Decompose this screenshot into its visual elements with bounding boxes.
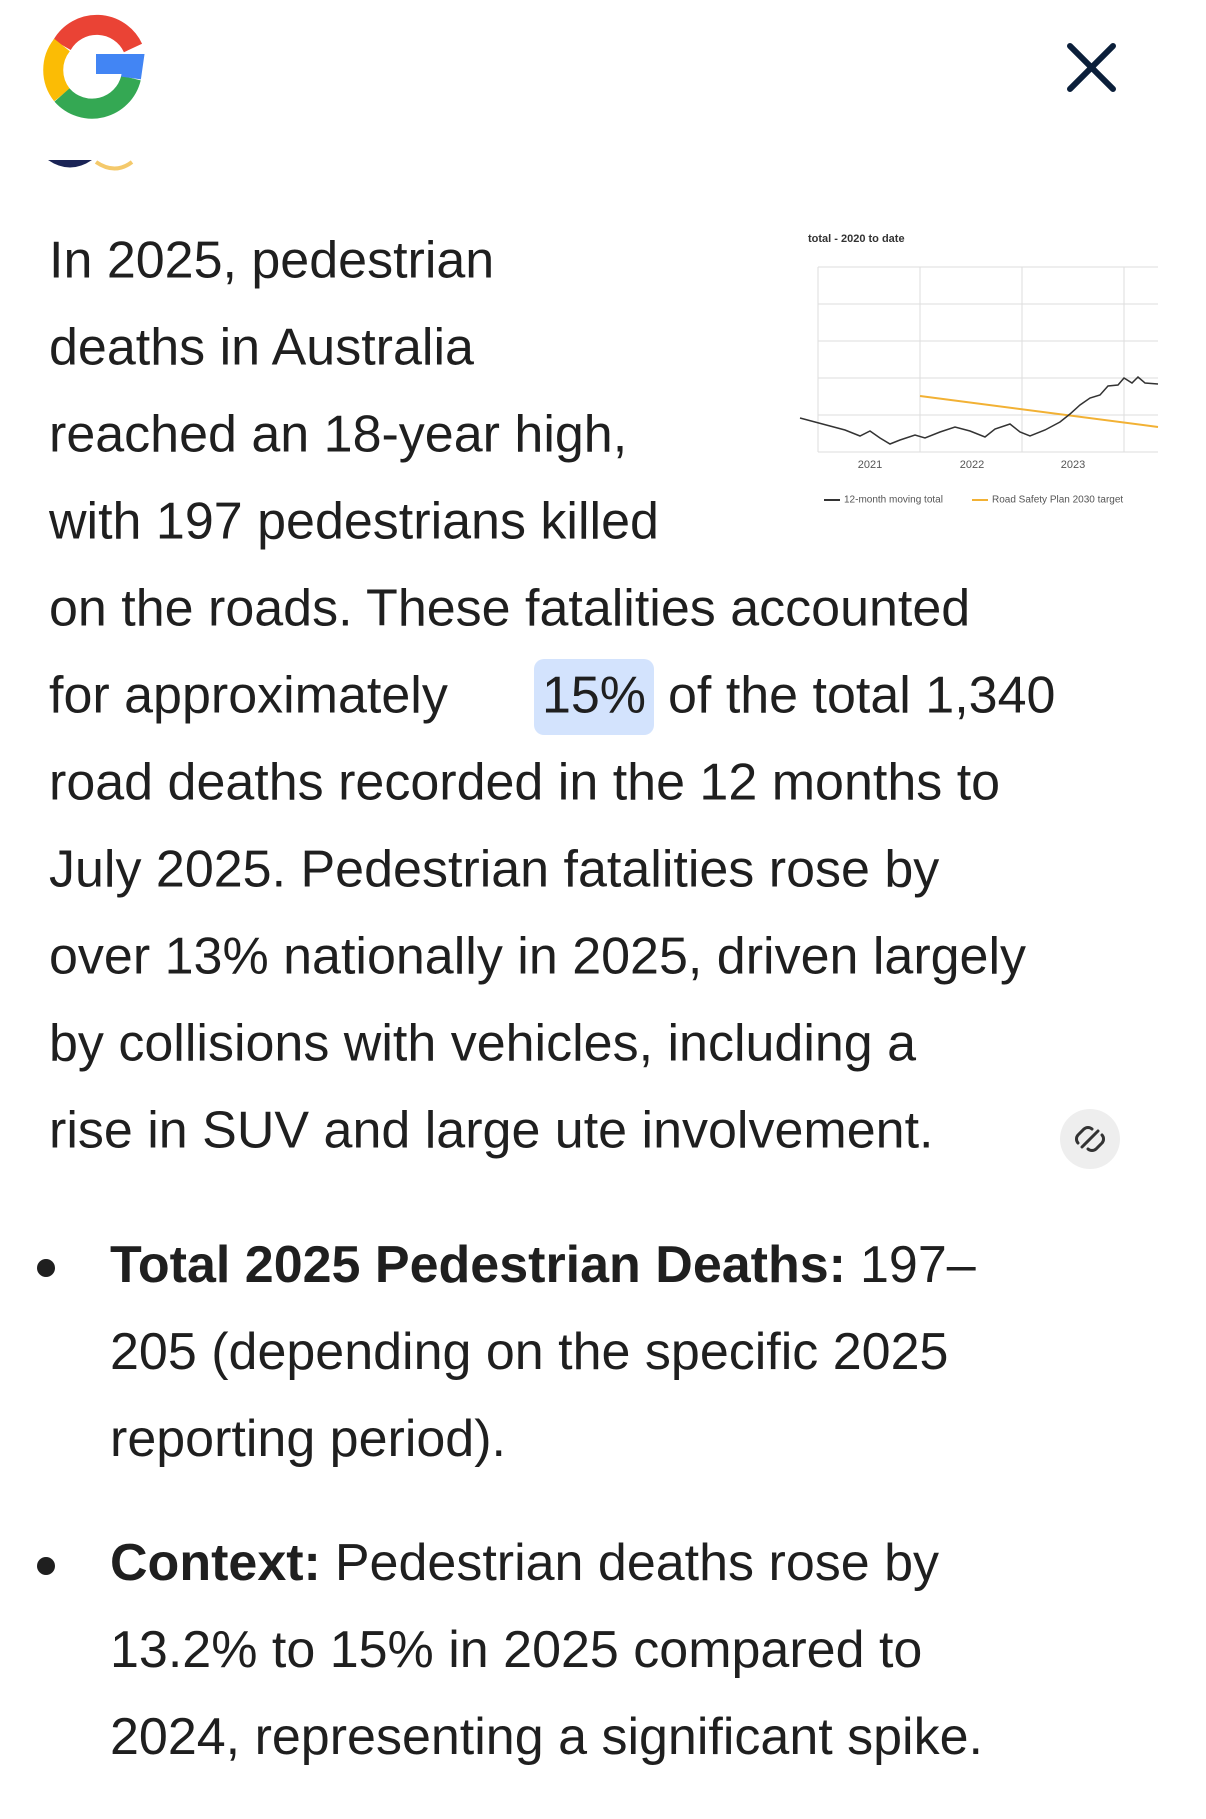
text-line: reached an 18-year high, [49,406,627,464]
bullet-text: 197– [860,1236,976,1294]
legend-label: Road Safety Plan 2030 target [992,495,1123,506]
bullet-list: Total 2025 Pedestrian Deaths: 197– 205 (de… [37,1236,983,1766]
bullet-line: 205 (depending on the specific 2025 [110,1323,948,1381]
highlighted-text: 15% [542,667,646,725]
text-line: over 13% nationally in 2025, driven larg… [49,928,1026,986]
bullet-text: 13.2% to 15% in 2025 compared to [110,1621,922,1679]
bullet-line: Context: Pedestrian deaths rose by [110,1534,939,1592]
bullet-line: 2024, representing a significant spike. [110,1708,983,1766]
bullet-label: Context: [110,1534,321,1592]
bullet-text: reporting period). [110,1410,506,1468]
highlight[interactable] [534,659,654,735]
text-line: with 197 pedestrians killed [48,493,659,551]
avatar-edge [94,160,134,171]
text-line: rise in SUV and large ute involvement. [49,1102,933,1160]
text-line: In 2025, pedestrian [49,232,494,290]
close-button[interactable] [1067,43,1116,92]
x-label: 2022 [960,459,984,471]
bullet-text: 205 (depending on the specific 2025 [110,1323,948,1381]
bullet-dot [37,1259,55,1277]
bullet-label: Total 2025 Pedestrian Deaths: [110,1236,846,1294]
text-line: on the roads. These fatalities accounted [49,580,970,638]
source-link[interactable] [1060,1109,1120,1169]
bullet-line: reporting period). [110,1410,506,1468]
bullet-text: Pedestrian deaths rose by [335,1534,939,1592]
text-line: road deaths recorded in the 12 months to [49,754,1000,812]
answer-paragraph: 15% [542,667,646,725]
text-line: July 2025. Pedestrian fatalities rose by [49,841,939,899]
text-line: of the total 1,340 [668,667,1055,725]
google-logo [43,14,145,119]
x-label: 2023 [1061,459,1085,471]
answer-paragraph: In 2025, pedestrian deaths in Australia re… [48,232,1055,1160]
text-line: for approximately [49,667,448,725]
text-line: deaths in Australia [49,319,474,377]
avatar-edge [48,160,92,168]
x-label: 2021 [858,459,882,471]
text-line: by collisions with vehicles, including a [49,1015,916,1073]
chart-title: total - 2020 to date [808,233,905,245]
bullet-text: 2024, representing a significant spike. [110,1708,983,1766]
bullet-line: 13.2% to 15% in 2025 compared to [110,1621,922,1679]
bullet-dot [37,1557,55,1575]
thumbnail-chart[interactable]: total - 2020 to date 2021 2022 2023 12-month… [798,226,1160,512]
bullet-line: Total 2025 Pedestrian Deaths: 197– [110,1236,976,1294]
legend-label: 12-month moving total [844,495,943,506]
